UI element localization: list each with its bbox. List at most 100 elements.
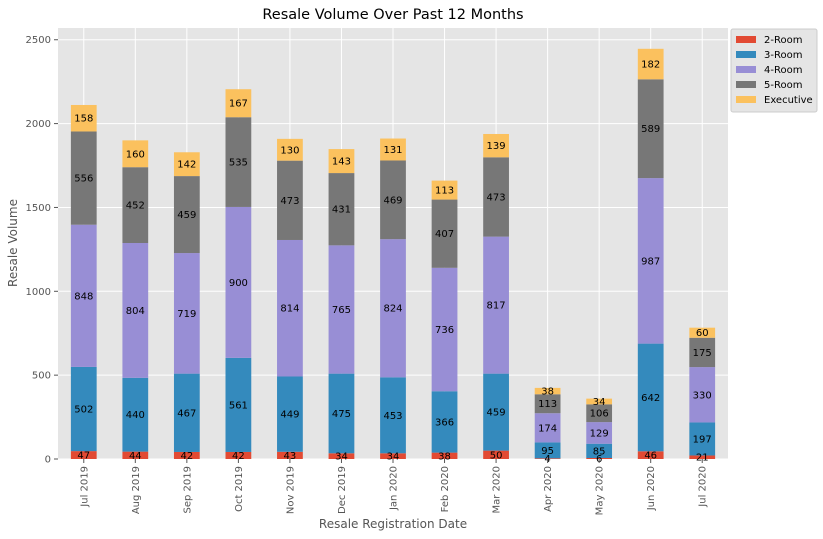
bar-value-label: 469	[383, 195, 402, 206]
bar-value-label: 589	[641, 124, 660, 135]
bar-value-label: 502	[74, 405, 93, 416]
bar-segment	[483, 450, 509, 459]
bar-segment	[225, 117, 252, 207]
bar-segment	[70, 224, 97, 367]
bar-segment	[431, 267, 458, 392]
bar-value-label: 182	[641, 60, 660, 71]
bar-segment	[483, 373, 509, 451]
bar-value-label: 143	[332, 157, 351, 168]
bar-value-label: 330	[693, 390, 712, 401]
x-tick-label: Apr 2020	[543, 466, 554, 512]
data-labels: 47 502 848 556 158 44 440 804 452 160 42 467 719 459 1…	[74, 60, 712, 466]
y-tick-label: 500	[32, 371, 51, 382]
bar-segment	[534, 413, 561, 443]
legend-swatch	[736, 36, 756, 43]
y-tick-label: 0	[45, 455, 51, 466]
bar-segment	[173, 451, 200, 459]
y-tick-label: 1500	[26, 203, 51, 214]
chart-title: Resale Volume Over Past 12 Months	[262, 7, 523, 23]
bar-value-label: 174	[538, 423, 557, 434]
bar-value-label: 34	[335, 452, 348, 463]
bar-value-label: 467	[177, 408, 196, 419]
y-tick-label: 1000	[26, 287, 51, 298]
bar-value-label: 50	[490, 450, 503, 461]
bar-value-label: 130	[280, 145, 299, 156]
bar-value-label: 453	[383, 411, 402, 422]
bar-segment	[534, 442, 561, 459]
bar-segment	[483, 157, 509, 237]
bar-segment	[277, 160, 303, 240]
bar-value-label: 475	[332, 409, 351, 420]
bar-value-label: 85	[593, 446, 606, 457]
legend-label: 3-Room	[764, 50, 802, 61]
bar-value-label: 139	[487, 141, 506, 152]
bar-value-label: 459	[177, 210, 196, 221]
bar-segment	[173, 152, 200, 177]
bar-segment	[483, 133, 509, 158]
bar-value-label: 765	[332, 305, 351, 316]
bar-segment	[586, 443, 613, 458]
bar-value-label: 167	[229, 99, 248, 110]
bar-value-label: 848	[74, 291, 93, 302]
bar-value-label: 34	[387, 452, 400, 463]
x-tick-label: Aug 2019	[131, 466, 142, 514]
y-tick-label: 2000	[26, 119, 51, 130]
bar-value-label: 642	[641, 393, 660, 404]
bar-value-label: 407	[435, 229, 454, 240]
bar-value-label: 197	[693, 434, 712, 445]
bar-value-label: 129	[590, 428, 609, 439]
bar-value-label: 719	[177, 309, 196, 320]
bar-segment	[225, 206, 252, 358]
legend-label: 4-Room	[764, 65, 802, 76]
bar-segment	[173, 176, 200, 254]
bar-segment	[431, 180, 458, 200]
x-axis-title: Resale Registration Date	[319, 517, 467, 531]
bar-segment	[689, 367, 716, 423]
bar-value-label: 60	[696, 328, 709, 339]
bar-segment	[534, 394, 561, 414]
bar-segment	[328, 245, 355, 374]
bar-value-label: 160	[126, 149, 145, 160]
bar-segment	[586, 422, 613, 444]
x-tick-label: Nov 2019	[285, 466, 296, 514]
bar-segment	[483, 236, 509, 374]
bar-segment	[328, 173, 355, 246]
x-tick-label: May 2020	[595, 466, 606, 515]
bar-value-label: 158	[74, 114, 93, 125]
bar-segment	[586, 398, 613, 405]
bar-segment	[637, 178, 664, 344]
bar-value-label: 175	[693, 348, 712, 359]
bar-segment	[689, 337, 716, 368]
bar-value-label: 106	[590, 409, 609, 420]
bar-segment	[225, 89, 252, 118]
legend-box	[730, 28, 818, 113]
bar-segment	[637, 79, 664, 179]
legend: 2-Room 3-Room 4-Room 5-Room Executive	[730, 28, 818, 113]
bar-value-label: 47	[77, 451, 90, 462]
bar-segment	[534, 458, 561, 459]
legend-label: 2-Room	[764, 35, 802, 46]
bar-value-label: 34	[593, 397, 606, 408]
bar-value-label: 431	[332, 205, 351, 216]
bar-value-label: 43	[284, 451, 297, 462]
bar-segment	[637, 451, 664, 459]
bar-value-label: 900	[229, 278, 248, 289]
bar-value-label: 113	[538, 399, 557, 410]
y-axis: 0 500 1000 1500 2000 2500	[26, 35, 58, 466]
bar-value-label: 113	[435, 186, 454, 197]
bar-segment	[689, 327, 716, 338]
bar-segment	[122, 140, 149, 168]
bar-value-label: 473	[487, 192, 506, 203]
bar-segment	[586, 404, 613, 423]
bar-segment	[70, 451, 97, 459]
bar-segment	[689, 455, 716, 459]
bar-segment	[328, 453, 355, 459]
x-tick-label: Jul 2020	[698, 466, 709, 508]
bar-segment	[70, 104, 97, 132]
x-tick-label: Jul 2019	[79, 466, 90, 508]
bar-value-label: 42	[232, 451, 245, 462]
bar-value-label: 736	[435, 325, 454, 336]
bar-value-label: 556	[74, 174, 93, 185]
